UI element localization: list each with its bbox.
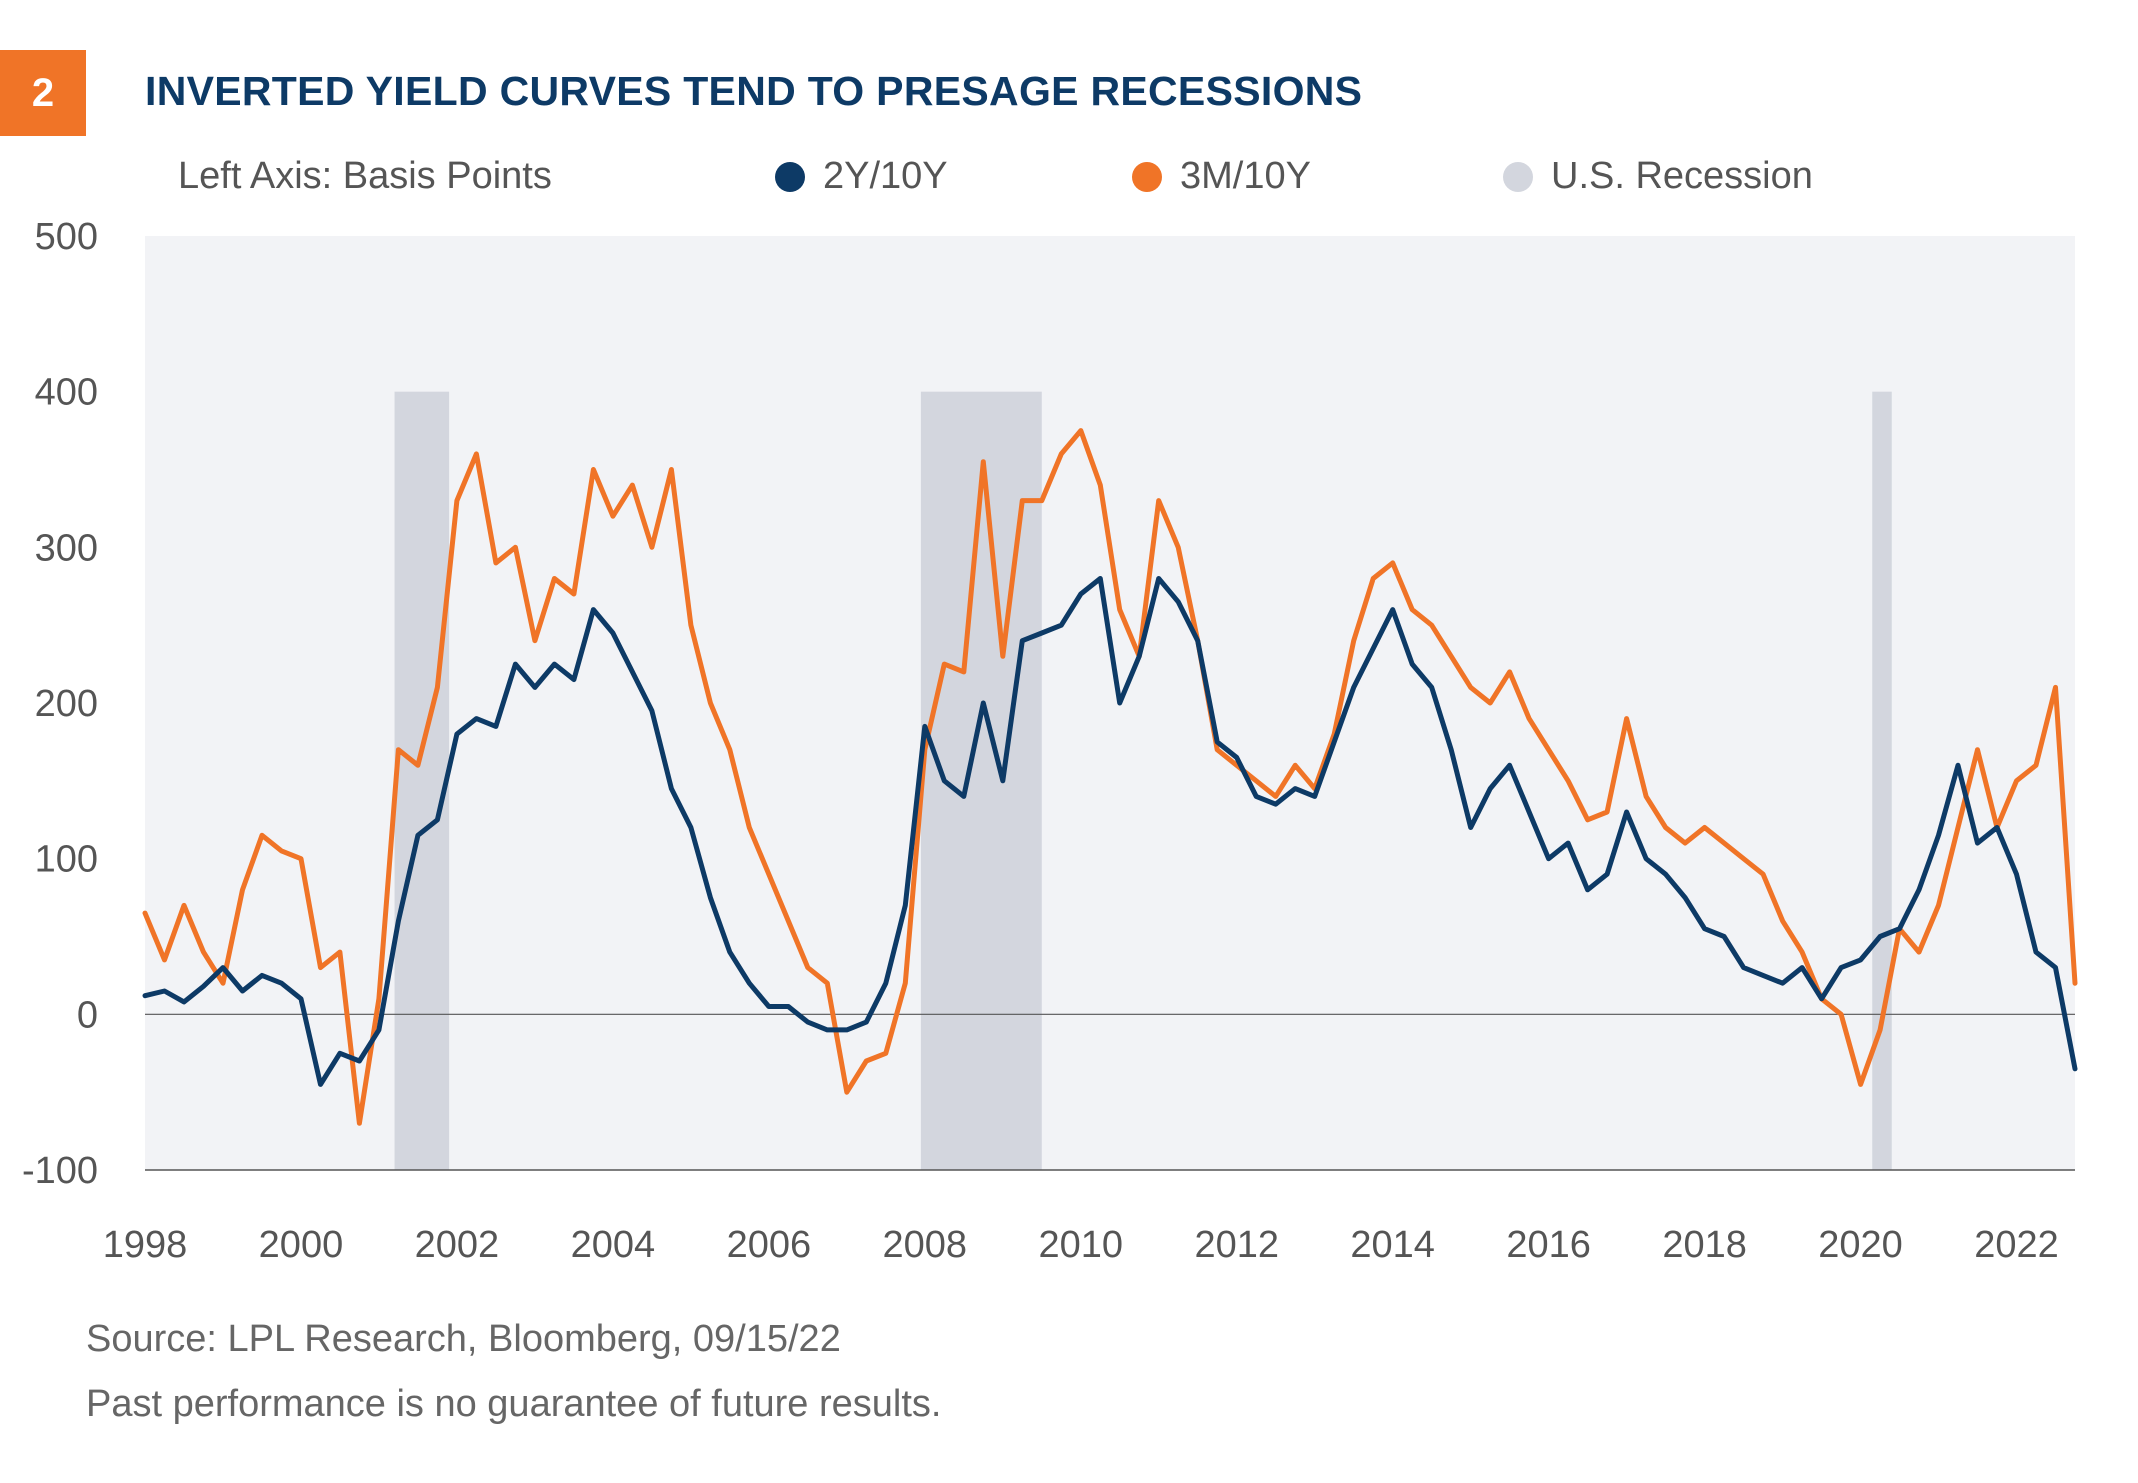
x-tick-label: 2010 [1038, 1224, 1123, 1266]
x-tick-label: 1998 [103, 1224, 188, 1266]
legend-label-3m10y: 3M/10Y [1180, 155, 1311, 197]
recession-band-3 [1872, 391, 1892, 1171]
x-tick-label: 2018 [1662, 1224, 1747, 1266]
series-line-3m10y [142, 428, 2078, 1126]
chart-title: INVERTED YIELD CURVES TEND TO PRESAGE RE… [145, 68, 1363, 114]
x-tick-label: 2006 [727, 1224, 812, 1266]
legend-item-recession: U.S. Recession [1503, 155, 1813, 198]
disclaimer-note: Past performance is no guarantee of futu… [86, 1383, 942, 1425]
axis-note-label: Left Axis: Basis Points [178, 155, 552, 197]
y-tick-label: 100 [35, 839, 98, 881]
y-tick-label: -100 [22, 1150, 98, 1192]
y-tick-label: 500 [35, 216, 98, 258]
series-line-2y10y [142, 576, 2078, 1087]
recession-band-1 [394, 391, 450, 1171]
x-tick-label: 2014 [1350, 1224, 1435, 1266]
legend-label-2y10y: 2Y/10Y [823, 155, 948, 197]
x-tick-label: 2016 [1506, 1224, 1591, 1266]
x-tick-label: 2004 [571, 1224, 656, 1266]
legend-dot-recession [1503, 161, 1533, 192]
y-tick-label: 200 [35, 683, 98, 725]
source-note: Source: LPL Research, Bloomberg, 09/15/2… [86, 1318, 841, 1360]
x-tick-label: 2000 [259, 1224, 344, 1266]
y-tick-label: 400 [35, 372, 98, 414]
legend-item-3m10y: 3M/10Y [1132, 155, 1311, 198]
x-tick-label: 2022 [1974, 1224, 2059, 1266]
legend-label-recession: U.S. Recession [1551, 155, 1813, 197]
legend-item-2y10y: 2Y/10Y [775, 155, 948, 198]
figure-number-badge: 2 [0, 50, 86, 136]
legend-dot-3m10y [1132, 161, 1162, 192]
x-tick-label: 2002 [415, 1224, 500, 1266]
legend-dot-2y10y [775, 161, 805, 192]
y-tick-label: 300 [35, 527, 98, 569]
axis-note: Left Axis: Basis Points [178, 155, 552, 198]
x-tick-label: 2012 [1194, 1224, 1279, 1266]
x-tick-label: 2020 [1818, 1224, 1903, 1266]
x-tick-label: 2008 [883, 1224, 968, 1266]
y-tick-label: 0 [77, 994, 98, 1036]
